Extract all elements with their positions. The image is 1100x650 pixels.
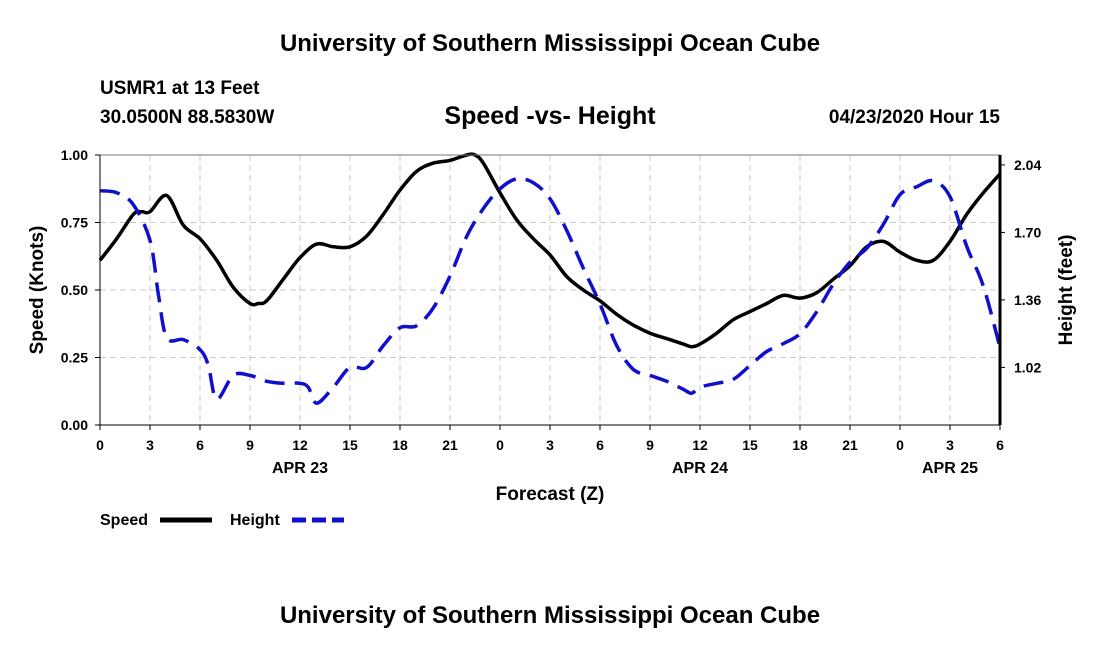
x-tick-label: 18 bbox=[392, 437, 408, 453]
x-tick-label: 3 bbox=[946, 437, 954, 453]
x-tick-label: 6 bbox=[196, 437, 204, 453]
y-right-tick-label: 2.04 bbox=[1014, 157, 1041, 173]
x-tick-label: 3 bbox=[146, 437, 154, 453]
x-tick-label: 9 bbox=[646, 437, 654, 453]
x-tick-label: 21 bbox=[442, 437, 458, 453]
grid-lines bbox=[100, 155, 1000, 425]
x-tick-label: 12 bbox=[292, 437, 308, 453]
tick-labels: 0 3 6 9 12 15 18 21 0 3 6 9 12 15 18 21 0 3 6 0.00 0.25 0.50 0… bbox=[61, 147, 1042, 477]
x-tick-label: 15 bbox=[742, 437, 758, 453]
x-tick-label: 0 bbox=[896, 437, 904, 453]
x-tick-label: 0 bbox=[496, 437, 504, 453]
plot-subtitle: Speed -vs- Height bbox=[444, 102, 656, 130]
forecast-datetime: 04/23/2020 Hour 15 bbox=[828, 107, 1000, 128]
chart-title: University of Southern Mississippi Ocean… bbox=[279, 30, 821, 57]
footer-title: University of Southern Mississippi Ocean… bbox=[279, 602, 821, 629]
x-tick-label: 21 bbox=[842, 437, 858, 453]
date-label: APR 24 bbox=[672, 460, 728, 477]
height-series-line bbox=[99, 176, 1002, 405]
x-tick-label: 12 bbox=[692, 437, 708, 453]
x-tick-label: 3 bbox=[546, 437, 554, 453]
y-left-tick-label: 0.25 bbox=[61, 350, 88, 366]
y-left-tick-label: 1.00 bbox=[61, 147, 88, 163]
axes bbox=[95, 154, 1005, 430]
y-right-tick-label: 1.70 bbox=[1014, 224, 1041, 240]
x-tick-label: 0 bbox=[96, 437, 104, 453]
x-tick-label: 6 bbox=[596, 437, 604, 453]
legend: Speed Height bbox=[100, 512, 344, 529]
y-axis-right-label: Height (feet) bbox=[1056, 235, 1077, 346]
coordinates-label: 30.0500N 88.5830W bbox=[100, 107, 275, 128]
x-axis-label: Forecast (Z) bbox=[496, 484, 605, 505]
y-axis-left-label: Speed (Knots) bbox=[27, 226, 48, 355]
y-right-tick-label: 1.02 bbox=[1014, 359, 1041, 375]
legend-label-speed: Speed bbox=[100, 512, 148, 529]
x-tick-label: 9 bbox=[246, 437, 254, 453]
y-left-tick-label: 0.00 bbox=[61, 417, 88, 433]
station-label: USMR1 at 13 Feet bbox=[100, 78, 260, 99]
legend-label-height: Height bbox=[230, 512, 280, 529]
x-tick-label: 6 bbox=[996, 437, 1004, 453]
y-right-tick-label: 1.36 bbox=[1014, 292, 1041, 308]
date-label: APR 23 bbox=[272, 460, 328, 477]
series-layer bbox=[98, 152, 1002, 405]
date-label: APR 25 bbox=[922, 460, 978, 477]
x-tick-label: 18 bbox=[792, 437, 808, 453]
y-left-tick-label: 0.75 bbox=[61, 215, 88, 231]
x-tick-label: 15 bbox=[342, 437, 358, 453]
y-left-tick-label: 0.50 bbox=[61, 282, 88, 298]
